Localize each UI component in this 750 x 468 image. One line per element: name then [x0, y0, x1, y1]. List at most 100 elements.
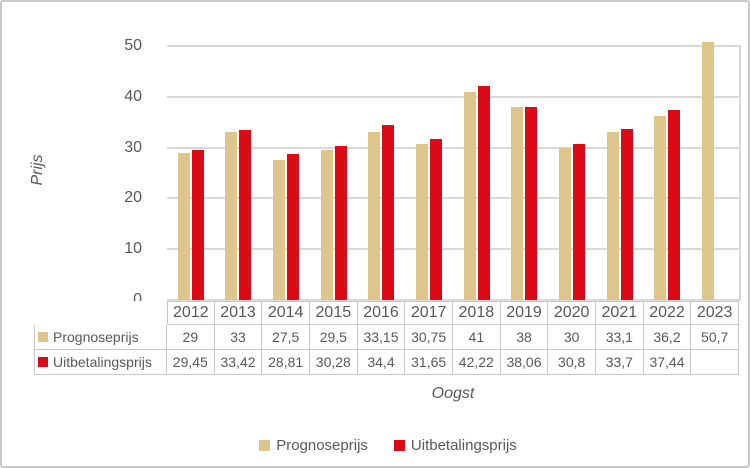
bar-prognoseprijs-2018	[463, 91, 476, 300]
value-cell-uitbetalingsprijs-2018: 42,22	[453, 350, 501, 375]
bar-prognoseprijs-2012	[177, 152, 190, 300]
bar-uitbetalingsprijs-2018	[477, 85, 490, 300]
value-cell-prognoseprijs-2015: 29,5	[310, 325, 358, 350]
value-cell-prognoseprijs-2013: 33	[214, 325, 263, 350]
value-cell-prognoseprijs-2014: 27,5	[262, 325, 310, 350]
gridline-y50	[167, 45, 741, 47]
plot-area	[167, 42, 741, 301]
bar-uitbetalingsprijs-2020	[573, 143, 586, 300]
bar-uitbetalingsprijs-2022	[668, 109, 681, 300]
value-cell-uitbetalingsprijs-2022: 37,44	[643, 350, 692, 375]
value-cell-uitbetalingsprijs-2014: 28,81	[262, 350, 310, 375]
value-cell-prognoseprijs-2020: 30	[548, 325, 596, 350]
bar-group-2014	[262, 46, 310, 300]
bar-group-2022	[644, 46, 692, 300]
value-cell-prognoseprijs-2019: 38	[500, 325, 549, 350]
x-axis-title: Oogst	[431, 385, 475, 402]
gridline-y10	[167, 248, 741, 251]
value-cell-prognoseprijs-2021: 33,1	[596, 325, 644, 350]
bar-prognoseprijs-2022	[654, 116, 667, 300]
bar-group-2021	[596, 46, 644, 300]
y-tick-label-30: 30	[124, 138, 142, 156]
y-axis-tick-labels: 0 10 20 30 40 50	[98, 38, 154, 308]
bar-uitbetalingsprijs-2015	[334, 146, 347, 300]
bar-prognoseprijs-2017	[416, 143, 429, 300]
bar-uitbetalingsprijs-2012	[191, 150, 204, 300]
bar-group-2012	[167, 46, 215, 300]
bar-prognoseprijs-2019	[511, 106, 524, 300]
bar-uitbetalingsprijs-2013	[239, 130, 252, 300]
bar-prognoseprijs-2014	[273, 160, 286, 300]
data-table: 2012 2013 2014 2015 2016 2017 2018 2019 2020 2021…	[34, 301, 739, 375]
legend-key-icon	[259, 440, 271, 451]
value-cell-uitbetalingsprijs-2013: 33,42	[214, 350, 263, 375]
y-tick-label-40: 40	[124, 87, 142, 105]
bar-prognoseprijs-2016	[368, 131, 381, 300]
bar-group-2019	[501, 46, 549, 300]
legend-key-icon	[393, 440, 405, 451]
y-axis-title: Prijs	[29, 154, 46, 186]
y-tick-label-50: 50	[124, 37, 142, 54]
value-cell-prognoseprijs-2023: 50,7	[691, 325, 739, 350]
y-tick-label-20: 20	[124, 189, 142, 207]
bar-uitbetalingsprijs-2016	[382, 125, 395, 300]
value-cell-prognoseprijs-2016: 33,15	[357, 325, 406, 350]
gridline-y30	[167, 146, 741, 149]
legend-item-prognoseprijs: Prognoseprijs	[259, 437, 368, 454]
value-cell-uitbetalingsprijs-2012: 29,45	[167, 350, 215, 375]
year-header-cell-2019: 2019	[500, 301, 549, 325]
value-cell-prognoseprijs-2022: 36,2	[643, 325, 692, 350]
bar-group-2020	[548, 46, 596, 300]
series-label-text: Prognoseprijs	[53, 329, 139, 345]
table-corner-cell	[34, 301, 167, 325]
bar-group-2018	[453, 46, 501, 300]
year-header-cell-2014: 2014	[262, 301, 310, 325]
year-header-cell-2022: 2022	[643, 301, 692, 325]
value-cell-uitbetalingsprijs-2020: 30,8	[548, 350, 596, 375]
year-header-cell-2020: 2020	[548, 301, 596, 325]
bar-prognoseprijs-2023	[702, 42, 715, 300]
value-cell-uitbetalingsprijs-2021: 33,7	[596, 350, 644, 375]
bar-prognoseprijs-2020	[559, 147, 572, 300]
series-label-cell-uitbetalingsprijs: Uitbetalingsprijs	[34, 350, 167, 375]
value-cell-uitbetalingsprijs-2023	[691, 350, 739, 375]
bar-uitbetalingsprijs-2021	[620, 128, 633, 300]
gridline-y40	[167, 95, 741, 98]
value-cell-uitbetalingsprijs-2017: 31,65	[405, 350, 453, 375]
legend-item-uitbetalingsprijs: Uitbetalingsprijs	[393, 437, 517, 454]
chart-legend: Prognoseprijs Uitbetalingsprijs	[2, 437, 748, 454]
year-header-cell-2016: 2016	[357, 301, 406, 325]
bar-group-2023	[691, 42, 739, 300]
bar-group-2016	[358, 46, 406, 300]
value-cell-prognoseprijs-2012: 29	[167, 325, 215, 350]
bar-group-2017	[405, 46, 453, 300]
year-header-cell-2018: 2018	[453, 301, 501, 325]
legend-label: Uitbetalingsprijs	[410, 437, 517, 454]
year-header-cell-2021: 2021	[596, 301, 644, 325]
legend-key-icon	[38, 357, 48, 367]
y-tick-label-10: 10	[124, 240, 142, 258]
gridline-y20	[167, 197, 741, 200]
bar-prognoseprijs-2013	[225, 132, 238, 300]
bar-group-2015	[310, 46, 358, 300]
gridline-y0	[167, 299, 741, 301]
year-header-cell-2017: 2017	[405, 301, 453, 325]
legend-key-icon	[38, 332, 48, 342]
value-cell-prognoseprijs-2017: 30,75	[405, 325, 453, 350]
value-cell-uitbetalingsprijs-2019: 38,06	[500, 350, 549, 375]
bar-uitbetalingsprijs-2019	[525, 106, 538, 300]
y-tick-label-0: 0	[133, 291, 142, 308]
bar-group-2013	[215, 46, 263, 300]
series-label-text: Uitbetalingsprijs	[53, 354, 152, 370]
year-header-cell-2012: 2012	[167, 301, 215, 325]
value-cell-uitbetalingsprijs-2015: 30,28	[310, 350, 358, 375]
legend-label: Prognoseprijs	[276, 437, 368, 454]
bar-uitbetalingsprijs-2017	[430, 139, 443, 300]
bar-prognoseprijs-2021	[606, 131, 619, 300]
bar-uitbetalingsprijs-2014	[287, 153, 300, 300]
bar-prognoseprijs-2015	[320, 150, 333, 300]
year-header-cell-2023: 2023	[691, 301, 739, 325]
year-header-cell-2015: 2015	[310, 301, 358, 325]
value-cell-prognoseprijs-2018: 41	[453, 325, 501, 350]
